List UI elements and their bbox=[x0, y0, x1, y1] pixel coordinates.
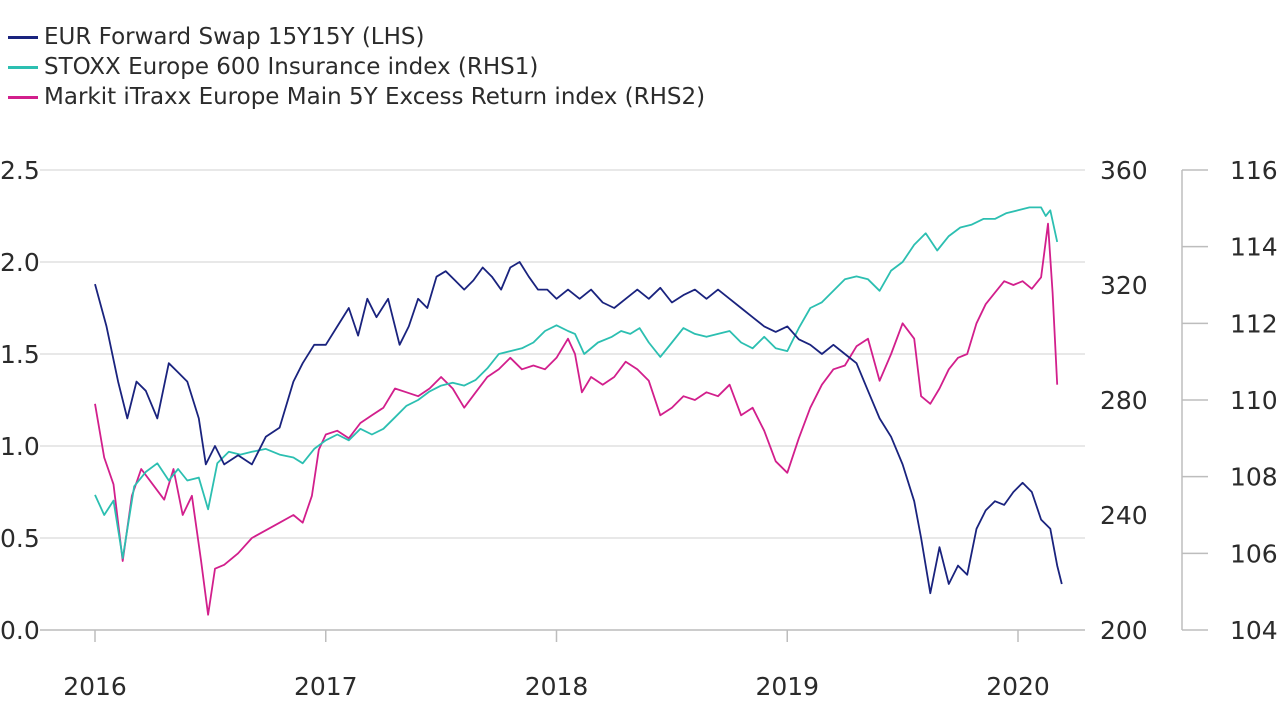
rhs1-tick-label: 360 bbox=[1100, 156, 1148, 185]
rhs1-tick-label: 240 bbox=[1100, 501, 1148, 530]
x-tick-label: 2019 bbox=[755, 672, 819, 701]
lhs-tick-label: 1.0 bbox=[0, 432, 40, 461]
legend-item: EUR Forward Swap 15Y15Y (LHS) bbox=[8, 22, 705, 52]
legend-swatch bbox=[8, 95, 38, 99]
legend-label: Markit iTraxx Europe Main 5Y Excess Retu… bbox=[44, 84, 706, 110]
rhs2-tick-label: 116 bbox=[1230, 156, 1278, 185]
x-tick-label: 2016 bbox=[63, 672, 127, 701]
legend-item: STOXX Europe 600 Insurance index (RHS1) bbox=[8, 52, 705, 82]
legend-swatch bbox=[8, 35, 38, 39]
legend-swatch bbox=[8, 65, 38, 69]
lhs-tick-label: 0.5 bbox=[0, 524, 40, 553]
legend-item: Markit iTraxx Europe Main 5Y Excess Retu… bbox=[8, 82, 705, 112]
rhs2-tick-label: 104 bbox=[1230, 616, 1278, 645]
series-line-eur-swap bbox=[94, 261, 1063, 595]
legend-label: STOXX Europe 600 Insurance index (RHS1) bbox=[44, 54, 539, 80]
rhs2-tick-label: 108 bbox=[1230, 463, 1278, 492]
x-tick-label: 2018 bbox=[525, 672, 589, 701]
rhs2-tick-label: 106 bbox=[1230, 539, 1278, 568]
series-line-stoxx-insurance bbox=[94, 206, 1059, 559]
series-line-itraxx bbox=[94, 222, 1059, 616]
rhs2-tick-label: 114 bbox=[1230, 233, 1278, 262]
x-tick-label: 2020 bbox=[986, 672, 1050, 701]
x-tick-label: 2017 bbox=[294, 672, 358, 701]
gridlines bbox=[40, 169, 1085, 631]
rhs1-tick-label: 320 bbox=[1100, 271, 1148, 300]
rhs1-tick-label: 280 bbox=[1100, 386, 1148, 415]
rhs2-tick-label: 110 bbox=[1230, 386, 1278, 415]
legend-label: EUR Forward Swap 15Y15Y (LHS) bbox=[44, 24, 425, 50]
rhs2-tick-label: 112 bbox=[1230, 309, 1278, 338]
legend: EUR Forward Swap 15Y15Y (LHS) STOXX Euro… bbox=[8, 22, 705, 112]
lhs-tick-label: 1.5 bbox=[0, 340, 40, 369]
x-axis: 2016 2017 2018 2019 2020 bbox=[63, 630, 1050, 701]
lhs-tick-label: 0.0 bbox=[0, 616, 40, 645]
rhs2-axis: 104 106 108 110 112 114 116 bbox=[1181, 156, 1278, 645]
lhs-tick-label: 2.5 bbox=[0, 156, 40, 185]
lhs-tick-label: 2.0 bbox=[0, 248, 40, 277]
lhs-axis: 0.0 0.5 1.0 1.5 2.0 2.5 bbox=[0, 156, 40, 645]
rhs1-tick-label: 200 bbox=[1100, 616, 1148, 645]
series-lines bbox=[94, 206, 1063, 616]
rhs1-axis: 200 240 280 320 360 bbox=[1100, 156, 1148, 645]
